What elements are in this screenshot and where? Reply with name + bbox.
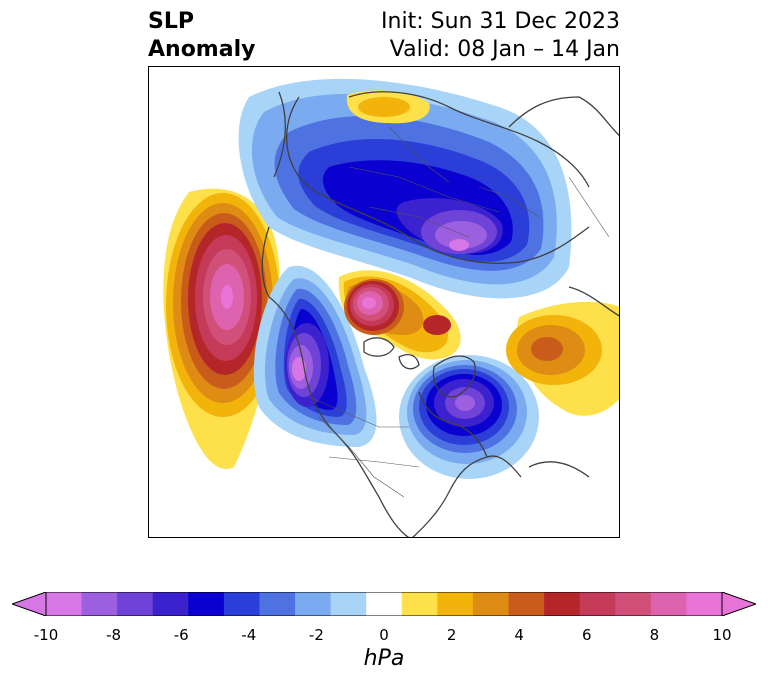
colorbar-min-extension bbox=[12, 592, 46, 616]
colorbar-tick-label: 10 bbox=[712, 626, 732, 644]
colorbar-max-extension bbox=[722, 592, 756, 616]
colorbar-cell bbox=[472, 592, 510, 616]
siberian-low bbox=[238, 78, 572, 299]
colorbar-cell bbox=[401, 592, 438, 616]
title-type: Anomaly bbox=[148, 37, 256, 62]
east-atlantic-high bbox=[506, 301, 619, 416]
colorbar-cell bbox=[366, 592, 403, 616]
scandinavian-high bbox=[346, 90, 430, 124]
colorbar-tick-label: 2 bbox=[446, 626, 457, 644]
colorbar bbox=[12, 592, 756, 616]
colorbar-tick-label: 8 bbox=[649, 626, 660, 644]
colorbar-cell bbox=[437, 592, 474, 616]
colorbar-cell bbox=[650, 592, 687, 616]
colorbar-cell bbox=[152, 592, 189, 616]
colorbar-tick-label: -4 bbox=[241, 626, 257, 644]
colorbar-cell bbox=[686, 592, 723, 616]
country-borders bbox=[308, 126, 610, 498]
north-pacific-high bbox=[163, 188, 280, 469]
colorbar-cell bbox=[223, 592, 260, 616]
colorbar-cell bbox=[544, 592, 581, 616]
valid-range: Valid: 08 Jan – 14 Jan bbox=[389, 37, 620, 62]
date-info: Init: Sun 31 Dec 2023 Valid: 08 Jan – 14… bbox=[381, 8, 620, 64]
colorbar-tick-label: -2 bbox=[308, 626, 324, 644]
colorbar-tick-label: 6 bbox=[582, 626, 592, 644]
colorbar-cell bbox=[295, 592, 332, 616]
chart-title: SLP Anomaly bbox=[148, 8, 255, 64]
colorbar-cell bbox=[188, 592, 225, 616]
colorbar-cell bbox=[330, 592, 367, 616]
title-variable: SLP bbox=[148, 9, 194, 34]
colorbar-cell bbox=[615, 592, 652, 616]
colorbar-cells bbox=[46, 592, 723, 616]
anomaly-field bbox=[163, 78, 619, 537]
colorbar-cell bbox=[259, 592, 296, 616]
colorbar-tick-label: 4 bbox=[514, 626, 524, 644]
colorbar-min-outline bbox=[12, 592, 47, 616]
north-atlantic-low bbox=[399, 355, 539, 479]
colorbar-cell bbox=[117, 592, 154, 616]
colorbar-tick-label: -6 bbox=[173, 626, 189, 644]
colorbar-cell bbox=[46, 592, 83, 616]
init-date: Init: Sun 31 Dec 2023 bbox=[381, 9, 620, 34]
colorbar-cell bbox=[81, 592, 118, 616]
colorbar-tick-label: -10 bbox=[33, 626, 59, 644]
colorbar-tick-label: 0 bbox=[379, 626, 389, 644]
colorbar-cell bbox=[508, 592, 545, 616]
colorbar-cell bbox=[579, 592, 616, 616]
colorbar-tick-label: -8 bbox=[106, 626, 122, 644]
arctic-high bbox=[338, 270, 461, 360]
colorbar-units: hPa bbox=[363, 646, 405, 671]
colorbar-max-outline bbox=[721, 592, 756, 616]
polar-map bbox=[148, 66, 620, 538]
